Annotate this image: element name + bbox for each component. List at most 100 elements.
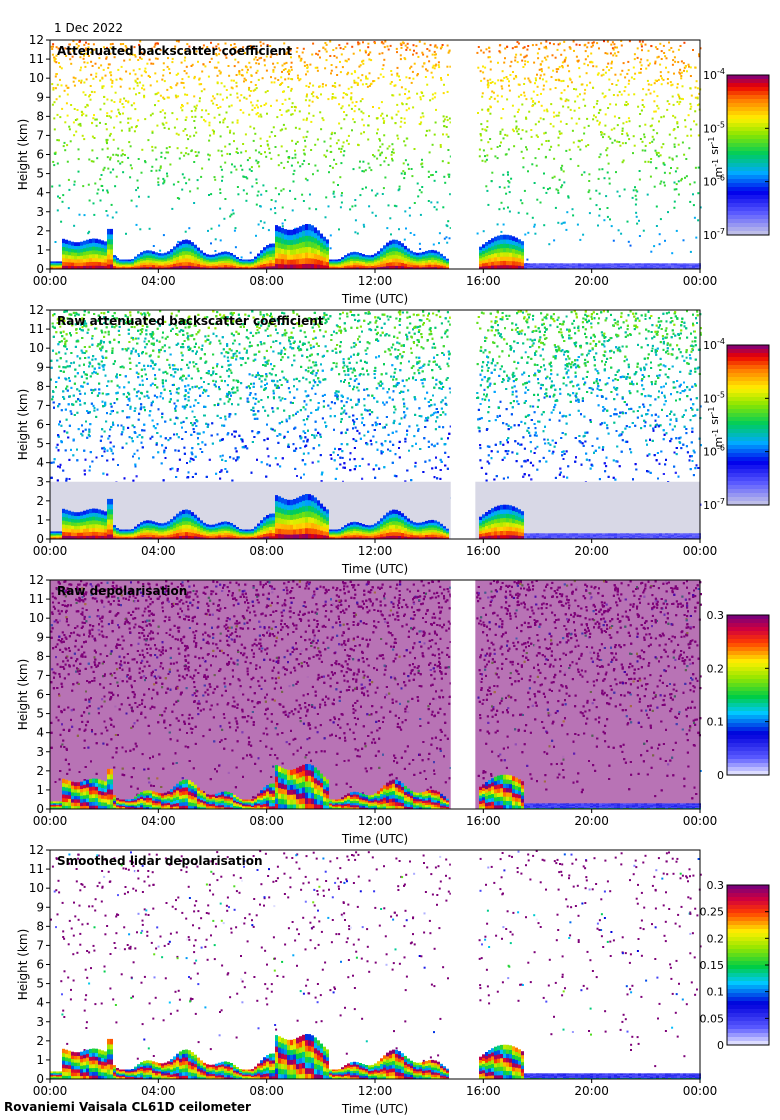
noise-dot (278, 193, 280, 195)
noise-dot (429, 130, 431, 132)
noise-dot (127, 101, 129, 103)
noise-dot (255, 72, 257, 74)
noise-dot (123, 98, 125, 100)
noise-dot (296, 47, 298, 49)
noise-dot (234, 65, 236, 67)
noise-dot (142, 85, 144, 87)
noise-dot (447, 91, 449, 93)
noise-dot (307, 71, 309, 73)
noise-dot (446, 242, 448, 244)
noise-dot (178, 134, 180, 136)
noise-dot (442, 206, 444, 208)
noise-dot (490, 69, 492, 71)
noise-dot (377, 129, 379, 131)
noise-dot (258, 151, 260, 153)
noise-dot (354, 82, 356, 84)
noise-dot (672, 115, 674, 117)
noise-dot (291, 88, 293, 90)
noise-dot (518, 96, 520, 98)
noise-dot (618, 229, 620, 231)
noise-dot (127, 118, 129, 120)
noise-dot (101, 174, 103, 176)
noise-dot (435, 65, 437, 67)
noise-dot (482, 71, 484, 73)
noise-dot (540, 63, 542, 65)
noise-dot (404, 93, 406, 95)
noise-dot (54, 128, 56, 130)
noise-dot (447, 119, 449, 121)
noise-dot (248, 87, 250, 89)
noise-dot (509, 90, 511, 92)
noise-dot (432, 98, 434, 100)
noise-dot (122, 103, 124, 105)
noise-dot (107, 215, 109, 217)
noise-dot (649, 63, 651, 65)
noise-dot (563, 80, 565, 82)
noise-dot (108, 115, 110, 117)
noise-dot (664, 172, 666, 174)
noise-dot (409, 207, 411, 209)
noise-dot (359, 194, 361, 196)
noise-dot (650, 93, 652, 95)
noise-dot (306, 64, 308, 66)
noise-dot (164, 127, 166, 129)
noise-dot (346, 140, 348, 142)
noise-dot (695, 237, 697, 239)
noise-dot (167, 97, 169, 99)
noise-dot (565, 100, 567, 102)
noise-dot (324, 67, 326, 69)
noise-dot (199, 97, 201, 99)
noise-dot (195, 132, 197, 134)
noise-dot (612, 41, 614, 43)
noise-dot (177, 181, 179, 183)
noise-dot (547, 188, 549, 190)
noise-dot (533, 226, 535, 228)
noise-dot (501, 88, 503, 90)
noise-dot (400, 117, 402, 119)
noise-dot (574, 110, 576, 112)
noise-dot (424, 43, 426, 45)
noise-dot (432, 54, 434, 56)
noise-dot (608, 79, 610, 81)
noise-dot (257, 100, 259, 102)
noise-dot (669, 157, 671, 159)
noise-dot (248, 62, 250, 64)
noise-dot (437, 201, 439, 203)
noise-dot (350, 92, 352, 94)
noise-dot (650, 158, 652, 160)
noise-dot (163, 69, 165, 71)
noise-dot (68, 207, 70, 209)
noise-dot (251, 166, 253, 168)
noise-dot (342, 145, 344, 147)
noise-dot (383, 59, 385, 61)
noise-dot (161, 152, 163, 154)
noise-dot (678, 72, 680, 74)
noise-dot (238, 70, 240, 72)
noise-dot (654, 82, 656, 84)
noise-dot (264, 222, 266, 224)
noise-dot (509, 211, 511, 213)
noise-dot (611, 142, 613, 144)
noise-dot (608, 136, 610, 138)
noise-dot (644, 161, 646, 163)
noise-dot (678, 49, 680, 51)
noise-dot (650, 176, 652, 178)
noise-dot (433, 244, 435, 246)
noise-dot (390, 70, 392, 72)
noise-dot (64, 149, 66, 151)
noise-dot (379, 146, 381, 148)
noise-dot (388, 204, 390, 206)
noise-dot (557, 68, 559, 70)
noise-dot (330, 234, 332, 236)
noise-dot (579, 149, 581, 151)
noise-dot (316, 96, 318, 98)
noise-dot (98, 67, 100, 69)
noise-dot (589, 198, 591, 200)
noise-dot (506, 135, 508, 137)
noise-dot (361, 119, 363, 121)
noise-dot (402, 170, 404, 172)
noise-dot (274, 207, 276, 209)
noise-dot (280, 76, 282, 78)
noise-dot (103, 103, 105, 105)
noise-dot (535, 79, 537, 81)
